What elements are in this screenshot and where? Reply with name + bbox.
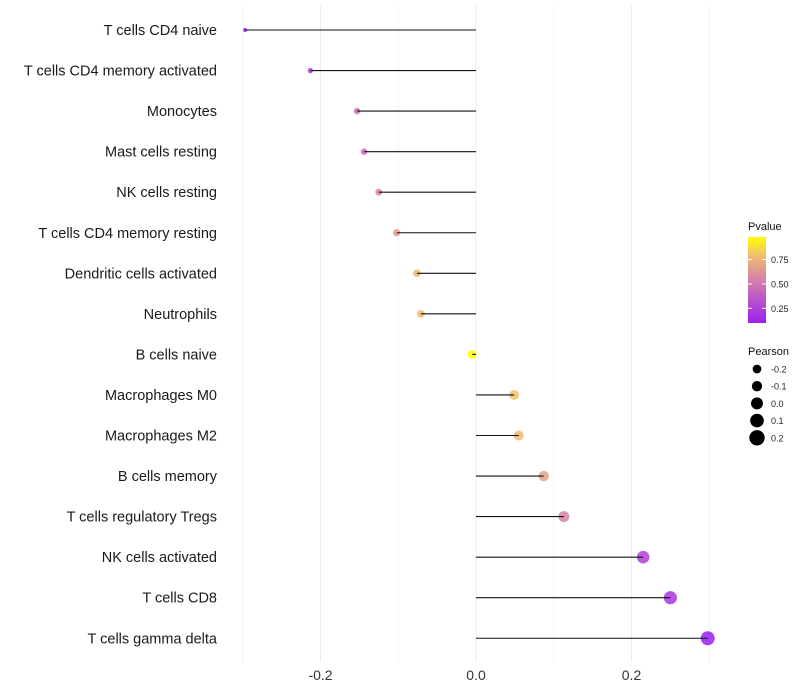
category-label: NK cells activated: [102, 550, 217, 566]
size-legend-label: 0.2: [771, 433, 784, 443]
category-label: T cells CD4 memory resting: [38, 226, 217, 242]
x-tick-label: 0.2: [622, 667, 642, 683]
color-bar-label: 0.75: [771, 255, 789, 265]
x-tick-label: -0.2: [308, 667, 332, 683]
category-label: T cells CD4 naive: [104, 23, 217, 39]
category-label: Mast cells resting: [105, 145, 217, 161]
legend-title-pvalue: Pvalue: [748, 221, 782, 233]
category-label: B cells memory: [118, 469, 218, 485]
lollipop-point: [538, 470, 549, 482]
size-legend-label: 0.1: [771, 416, 784, 426]
size-legend-label: 0.0: [771, 399, 784, 409]
size-legend-label: -0.2: [771, 365, 787, 375]
category-label: NK cells resting: [116, 185, 217, 201]
size-legend-point: [750, 413, 764, 428]
size-legend-point: [751, 381, 763, 392]
size-legend-label: -0.1: [771, 382, 787, 392]
legend-title-pearson: Pearson: [748, 346, 789, 358]
color-bar: [748, 237, 766, 323]
color-bar-label: 0.25: [771, 304, 789, 314]
category-label: T cells regulatory Tregs: [67, 510, 217, 526]
category-label: Dendritic cells activated: [65, 266, 217, 282]
x-tick-label: 0.0: [466, 667, 486, 683]
category-label: T cells gamma delta: [88, 631, 218, 647]
size-legend-point: [749, 430, 765, 446]
category-label: Neutrophils: [144, 307, 217, 323]
category-label: T cells CD4 memory activated: [24, 64, 217, 80]
category-label: Monocytes: [147, 104, 217, 120]
lollipop-point: [558, 511, 570, 523]
category-label: T cells CD8: [142, 591, 217, 607]
category-label: Macrophages M2: [105, 429, 217, 445]
size-legend-point: [752, 364, 762, 374]
lollipop-point: [513, 430, 524, 441]
color-bar-label: 0.50: [771, 279, 789, 289]
category-label: B cells naive: [136, 347, 217, 363]
category-label: Macrophages M0: [105, 388, 217, 404]
size-legend-point: [751, 397, 763, 410]
